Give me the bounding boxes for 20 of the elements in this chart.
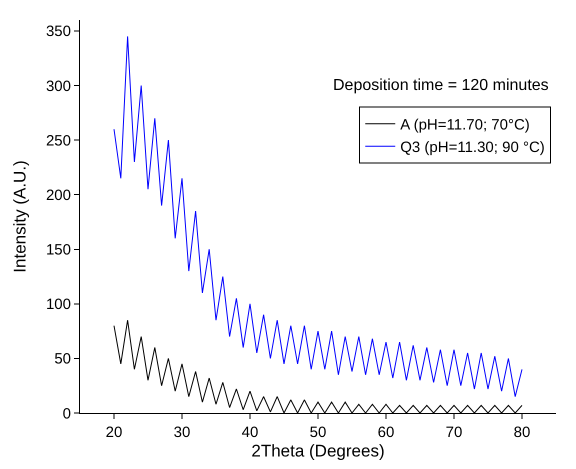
x-tick-label: 30 <box>174 424 190 441</box>
y-axis-title: Intensity (A.U.) <box>10 160 30 273</box>
x-tick-label: 70 <box>446 424 462 441</box>
y-tick-label: 100 <box>46 296 71 314</box>
y-tick-label: 350 <box>46 23 71 40</box>
y-tick-label: 0 <box>62 405 71 422</box>
x-axis-title: 2Theta (Degrees) <box>251 441 385 460</box>
y-tick-label: 200 <box>46 186 71 204</box>
x-tick-label: 40 <box>242 424 258 441</box>
x-tick-label: 50 <box>310 424 326 441</box>
y-tick-label: 250 <box>46 132 71 150</box>
legend-label: A (pH=11.70; 70°C) <box>400 116 530 134</box>
legend-label: Q3 (pH=11.30; 90 °C) <box>400 139 545 156</box>
y-tick-label: 50 <box>54 350 71 368</box>
annotation: Deposition time = 120 minutes <box>333 77 549 94</box>
x-tick-label: 60 <box>378 424 394 441</box>
y-tick-label: 300 <box>46 78 71 95</box>
y-tick-label: 150 <box>46 242 71 258</box>
x-tick-label: 20 <box>106 424 122 441</box>
x-tick-label: 80 <box>514 424 530 441</box>
